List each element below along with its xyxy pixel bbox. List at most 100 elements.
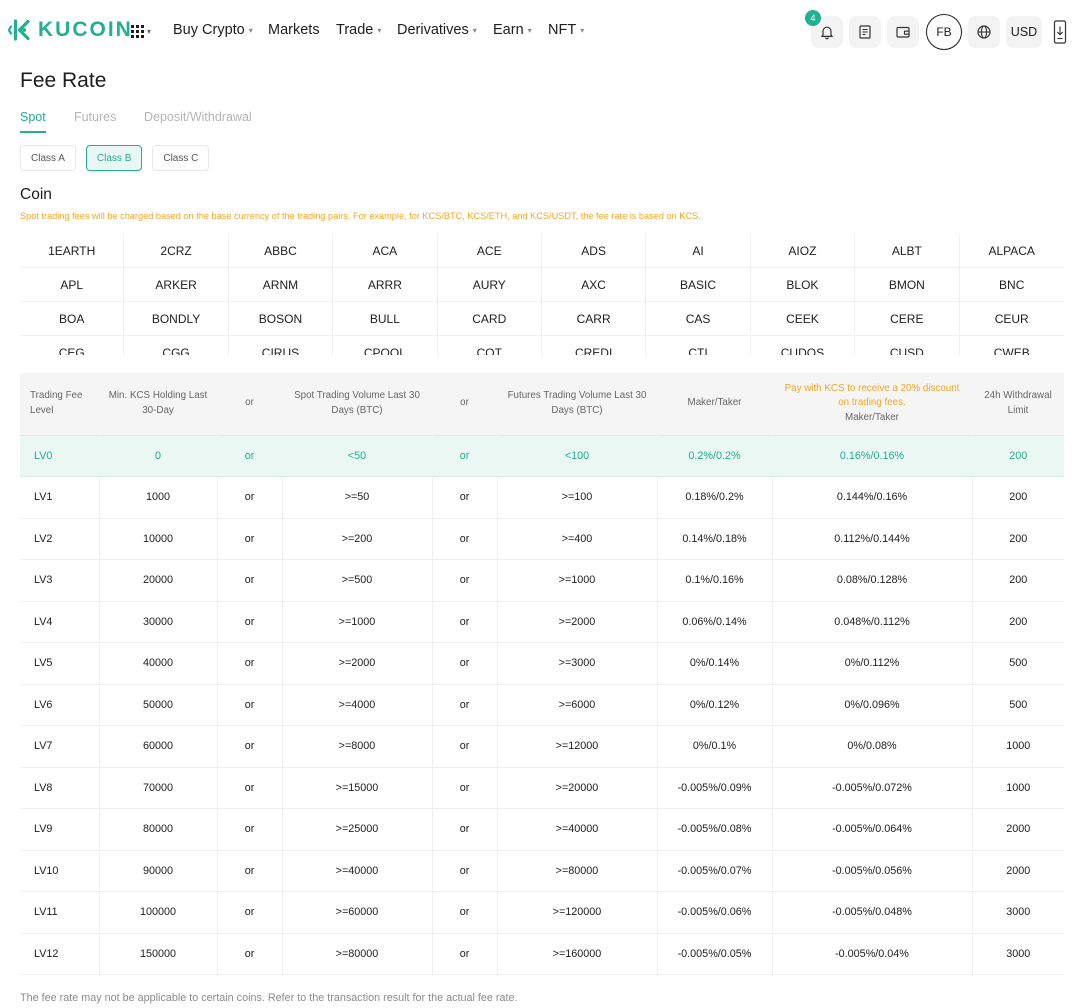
cell-or1: or [217, 518, 283, 560]
cell-futures: >=40000 [497, 808, 658, 851]
cell-holding: 10000 [99, 518, 218, 560]
chevron-down-icon: ▾ [248, 26, 253, 35]
cell-spot: >=60000 [282, 891, 433, 934]
cell-level: LV8 [20, 767, 100, 809]
cell-spot: >=25000 [282, 808, 433, 851]
cell-maker-taker: 0%/0.12% [657, 684, 773, 726]
cell-maker-taker: -0.005%/0.05% [657, 933, 773, 975]
cell-level: LV7 [20, 725, 100, 768]
download-app-button[interactable] [1053, 20, 1067, 44]
cell-futures: <100 [497, 434, 658, 477]
cell-holding: 50000 [99, 684, 218, 726]
cell-maker-taker: 0.2%/0.2% [657, 434, 773, 477]
coin-item: CEUR [994, 311, 1029, 326]
cell-discount: -0.005%/0.064% [772, 808, 973, 851]
coin-item: 2CRZ [124, 234, 229, 267]
header-futures-volume: Futures Trading Volume Last 30 Days (BTC… [497, 373, 657, 435]
nav-item-nft[interactable]: NFT ▾ [548, 22, 584, 38]
chevron-down-icon: ▾ [527, 26, 532, 35]
nav-item-derivatives[interactable]: Derivatives ▾ [397, 22, 477, 38]
cell-maker-taker: 0%/0.14% [657, 642, 773, 685]
header-level: Trading Fee Level [20, 373, 99, 435]
tab-futures[interactable]: Futures [74, 110, 117, 124]
cell-discount: 0.16%/0.16% [772, 434, 973, 477]
footer-note: The fee rate may not be applicable to ce… [20, 992, 518, 1004]
cell-or1: or [217, 808, 283, 851]
cell-discount: 0%/0.096% [772, 684, 973, 726]
class-button-class-b[interactable]: Class B [85, 145, 143, 171]
cell-or2: or [432, 559, 498, 602]
coin-item: BULL [333, 302, 438, 335]
tab-spot[interactable]: Spot [20, 110, 46, 133]
cell-or1: or [217, 850, 283, 892]
cell-discount: 0.144%/0.16% [772, 476, 973, 519]
cell-or1: or [217, 725, 283, 768]
cell-discount: 0%/0.08% [772, 725, 973, 768]
coin-item: ARNM [229, 268, 334, 301]
apps-menu[interactable]: ▾ [131, 25, 151, 38]
coin-item: CREDI [542, 336, 647, 355]
avatar[interactable]: FB [926, 14, 962, 50]
wallet-button[interactable] [887, 16, 919, 48]
class-button-class-c[interactable]: Class C [152, 145, 210, 171]
cell-or2: or [432, 684, 498, 726]
header-holding: Min. KCS Holding Last 30-Day [99, 373, 217, 435]
coin-item: CEEK [751, 302, 856, 335]
cell-or2: or [432, 808, 498, 851]
coin-item: AIOZ [751, 234, 856, 267]
notification-badge: 4 [805, 10, 821, 26]
header-spot-volume: Spot Trading Volume Last 30 Days (BTC) [282, 373, 432, 435]
document-icon [859, 25, 871, 39]
nav-item-trade[interactable]: Trade ▾ [336, 22, 381, 38]
cell-or1: or [217, 434, 283, 477]
coin-item: BLOK [751, 268, 856, 301]
nav-item-label: Trade [336, 22, 374, 38]
currency-button[interactable]: USD [1006, 16, 1042, 48]
tab-deposit-withdrawal[interactable]: Deposit/Withdrawal [144, 110, 252, 124]
coin-item: ALPACA [988, 243, 1035, 258]
discount-maker-taker-label: Maker/Taker [845, 412, 899, 424]
orders-button[interactable] [849, 16, 881, 48]
cell-futures: >=160000 [497, 933, 658, 975]
cell-futures: >=100 [497, 476, 658, 519]
table-header-row: Trading Fee Level Min. KCS Holding Last … [20, 373, 1064, 435]
coin-item: CERE [855, 302, 960, 335]
chevron-down-icon: ▾ [472, 26, 477, 35]
cell-spot: >=2000 [282, 642, 433, 685]
cell-limit: 1000 [972, 767, 1064, 809]
brand-name: KUCOIN [38, 18, 133, 41]
nav-item-markets[interactable]: Markets [268, 22, 320, 38]
coin-item: ABBC [229, 234, 334, 267]
cell-spot: >=40000 [282, 850, 433, 892]
table-row: LV9 80000 or >=25000 or >=40000 -0.005%/0.08% -… [20, 808, 1064, 851]
coin-section-title: Coin [20, 186, 52, 203]
globe-icon [977, 25, 991, 39]
notifications-button[interactable]: 4 [805, 10, 843, 48]
cell-limit: 200 [972, 559, 1064, 602]
cell-spot: >=50 [282, 476, 433, 519]
table-row: LV0 0 or <50 or <100 0.2%/0.2% 0.16%/0.16% 200 [20, 434, 1064, 477]
kucoin-logo[interactable]: KUCOIN [8, 18, 133, 42]
nav-item-buy-crypto[interactable]: Buy Crypto ▾ [173, 22, 253, 38]
cell-or2: or [432, 933, 498, 975]
coin-grid: 1EARTH 2CRZ ABBC ACA ACE ADS AI AIOZ ALBT ALPACA A… [20, 234, 1064, 355]
cell-holding: 0 [99, 434, 218, 477]
cell-limit: 200 [972, 476, 1064, 519]
nav-item-earn[interactable]: Earn ▾ [493, 22, 532, 38]
language-button[interactable] [968, 16, 1000, 48]
cell-or1: or [217, 601, 283, 643]
coin-item: ARKER [124, 268, 229, 301]
fee-rate-table: Trading Fee Level Min. KCS Holding Last … [20, 373, 1064, 975]
cell-maker-taker: 0%/0.1% [657, 725, 773, 768]
cell-or2: or [432, 767, 498, 809]
cell-limit: 200 [972, 434, 1064, 477]
page-title: Fee Rate [20, 69, 107, 92]
cell-spot: >=1000 [282, 601, 433, 643]
class-button-class-a[interactable]: Class A [20, 145, 76, 171]
header-or-2: or [432, 373, 497, 435]
coin-item: BNC [999, 277, 1025, 292]
top-navigation-bar: KUCOIN ▾ Buy Crypto ▾ Markets Trade ▾ Derivat… [0, 0, 1075, 64]
cell-level: LV12 [20, 933, 100, 975]
cell-level: LV1 [20, 476, 100, 519]
currency-label: USD [1010, 25, 1038, 39]
